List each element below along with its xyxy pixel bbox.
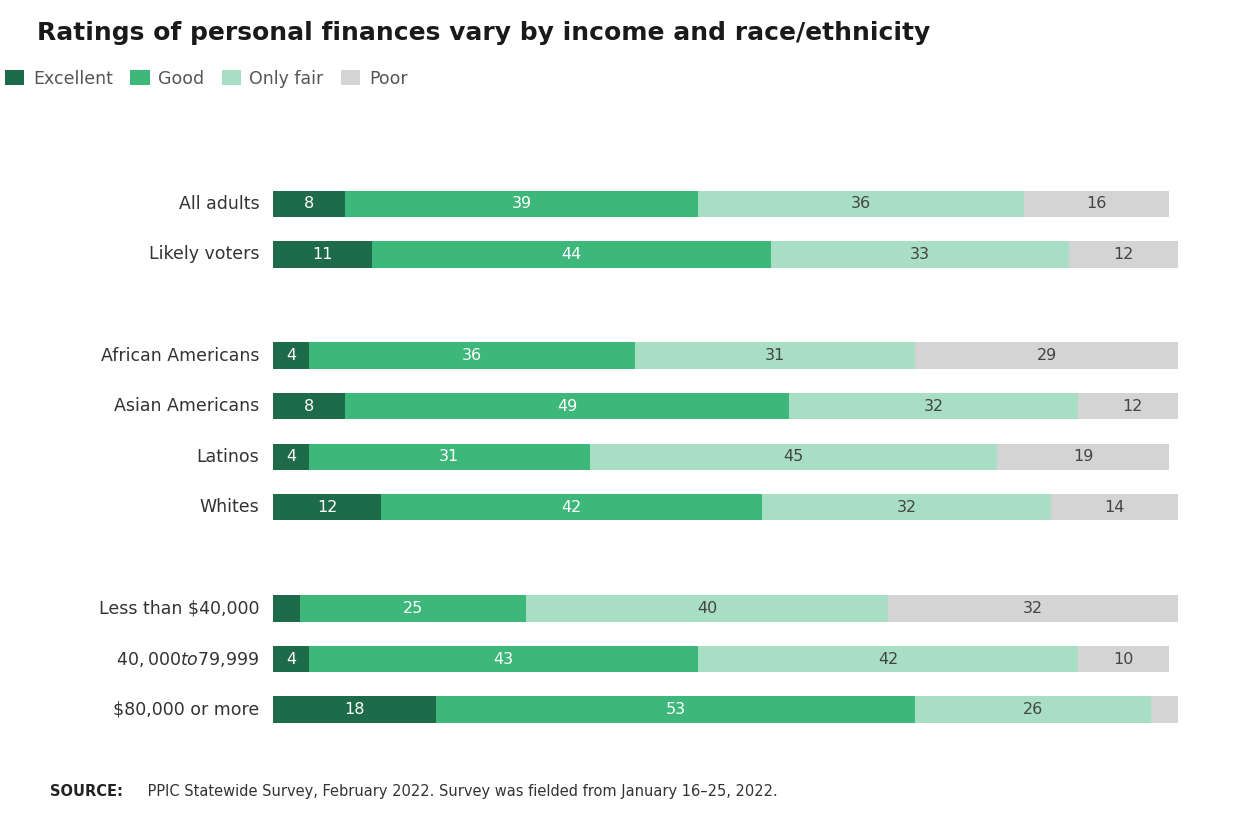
Bar [698, 191, 1024, 217]
Bar [698, 646, 1079, 672]
Text: 25: 25 [403, 601, 423, 616]
Text: African Americans: African Americans [100, 347, 259, 365]
Bar [1052, 494, 1178, 520]
Bar [273, 595, 300, 622]
Text: 16: 16 [1086, 196, 1107, 211]
Bar [1079, 646, 1169, 672]
Bar [771, 241, 1069, 267]
Text: 32: 32 [1023, 601, 1043, 616]
Text: 10: 10 [1114, 651, 1133, 666]
Bar [635, 343, 915, 369]
Text: 18: 18 [343, 702, 365, 717]
Text: Asian Americans: Asian Americans [114, 397, 259, 415]
Bar [273, 393, 345, 419]
Text: 42: 42 [878, 651, 899, 666]
Text: $40,000 to $79,999: $40,000 to $79,999 [117, 649, 259, 669]
Legend: Excellent, Good, Only fair, Poor: Excellent, Good, Only fair, Poor [5, 70, 408, 87]
Text: All adults: All adults [179, 194, 259, 213]
Bar [789, 393, 1079, 419]
Bar [372, 241, 771, 267]
Text: 32: 32 [924, 399, 944, 414]
Bar [526, 595, 888, 622]
Bar [382, 494, 761, 520]
Text: 33: 33 [910, 247, 930, 262]
Bar [1079, 393, 1187, 419]
Text: 19: 19 [1073, 449, 1094, 464]
Bar [590, 443, 997, 470]
Text: 14: 14 [1105, 499, 1125, 515]
Text: 12: 12 [1122, 399, 1143, 414]
Text: 36: 36 [851, 196, 872, 211]
Bar [273, 696, 435, 722]
Text: 43: 43 [494, 651, 513, 666]
Text: 8: 8 [304, 399, 314, 414]
Bar [273, 646, 309, 672]
Text: 39: 39 [512, 196, 532, 211]
Text: PPIC Statewide Survey, February 2022. Survey was fielded from January 16–25, 202: PPIC Statewide Survey, February 2022. Su… [143, 784, 777, 799]
Bar [273, 443, 309, 470]
Text: SOURCE:: SOURCE: [50, 784, 123, 799]
Text: 53: 53 [666, 702, 686, 717]
Bar [888, 595, 1178, 622]
Text: Latinos: Latinos [196, 447, 259, 466]
Text: 12: 12 [317, 499, 337, 515]
Bar [300, 595, 526, 622]
Text: 29: 29 [1037, 348, 1056, 363]
Text: 49: 49 [557, 399, 577, 414]
Text: 11: 11 [312, 247, 332, 262]
Bar [1151, 696, 1178, 722]
Text: 42: 42 [562, 499, 582, 515]
Text: 4: 4 [286, 651, 296, 666]
Bar [345, 191, 698, 217]
Text: 44: 44 [562, 247, 582, 262]
Bar [915, 696, 1151, 722]
Bar [273, 191, 345, 217]
Bar [435, 696, 915, 722]
Bar [309, 443, 590, 470]
Text: 4: 4 [286, 348, 296, 363]
Bar [1024, 191, 1169, 217]
Text: 4: 4 [286, 449, 296, 464]
Bar [997, 443, 1169, 470]
Text: 32: 32 [897, 499, 916, 515]
Text: $80,000 or more: $80,000 or more [113, 701, 259, 719]
Bar [273, 494, 382, 520]
Text: 31: 31 [439, 449, 460, 464]
Text: 36: 36 [461, 348, 482, 363]
Bar [1069, 241, 1178, 267]
Bar [273, 343, 309, 369]
Text: 45: 45 [784, 449, 804, 464]
Bar [345, 393, 789, 419]
Text: Ratings of personal finances vary by income and race/ethnicity: Ratings of personal finances vary by inc… [37, 21, 930, 45]
Bar [915, 343, 1178, 369]
Bar [273, 241, 372, 267]
Bar [761, 494, 1052, 520]
Text: Less than $40,000: Less than $40,000 [99, 599, 259, 618]
Bar [309, 646, 698, 672]
Text: 8: 8 [304, 196, 314, 211]
Text: 26: 26 [1023, 702, 1043, 717]
Bar [309, 343, 635, 369]
Text: 12: 12 [1114, 247, 1133, 262]
Text: 31: 31 [765, 348, 785, 363]
Text: Whites: Whites [200, 499, 259, 516]
Text: 40: 40 [697, 601, 718, 616]
Text: Likely voters: Likely voters [149, 246, 259, 263]
